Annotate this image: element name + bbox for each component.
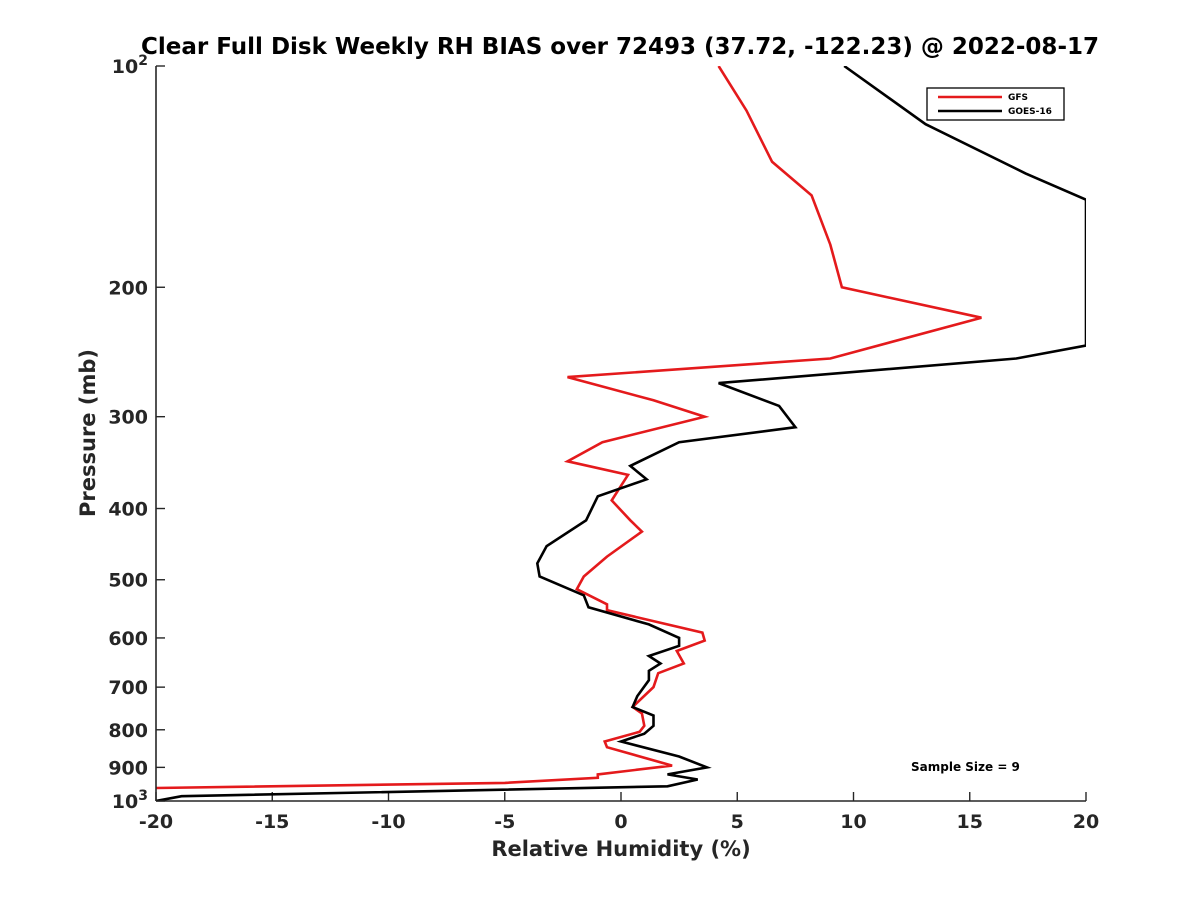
x-tick-label: 0 — [614, 811, 627, 833]
x-axis-ticks: -20 -15 -10 -5 0 5 10 15 20 — [139, 792, 1099, 833]
y-tick-label: 200 — [108, 277, 148, 299]
x-tick-label: 5 — [731, 811, 744, 833]
y-tick-label: 800 — [108, 720, 148, 742]
legend-label-gfs: GFS — [1008, 93, 1028, 103]
y-tick-label: 400 — [108, 499, 148, 521]
x-axis-label: Relative Humidity (%) — [491, 837, 750, 861]
series-layer — [156, 66, 1086, 801]
y-tick-label: 103 — [112, 788, 148, 813]
y-tick-label: 600 — [108, 628, 148, 650]
x-tick-label: 20 — [1073, 811, 1099, 833]
legend-box — [926, 87, 1065, 121]
x-tick-label: 10 — [840, 811, 866, 833]
x-tick-label: 15 — [957, 811, 983, 833]
x-tick-label: -5 — [494, 811, 515, 833]
y-tick-label: 500 — [108, 570, 148, 592]
y-tick-label: 102 — [112, 53, 148, 78]
x-tick-label: -15 — [255, 811, 289, 833]
x-tick-label: -10 — [371, 811, 405, 833]
x-tick-label: -20 — [139, 811, 173, 833]
y-tick-label: 900 — [108, 757, 148, 779]
y-tick-label: 300 — [108, 407, 148, 429]
plot-area — [156, 66, 1086, 801]
series-line-goes-16 — [156, 66, 1086, 801]
legend-label-goes16: GOES-16 — [1008, 107, 1052, 117]
legend: GFS GOES-16 — [926, 87, 1065, 121]
y-axis-ticks: 102 200 300 400 500 600 700 800 900 103 — [108, 53, 165, 813]
series-line-gfs — [156, 66, 982, 790]
chart-title: Clear Full Disk Weekly RH BIAS over 7249… — [141, 34, 1099, 60]
y-axis-label: Pressure (mb) — [76, 349, 100, 517]
y-tick-label: 700 — [108, 677, 148, 699]
sample-size-annotation: Sample Size = 9 — [911, 760, 1020, 774]
